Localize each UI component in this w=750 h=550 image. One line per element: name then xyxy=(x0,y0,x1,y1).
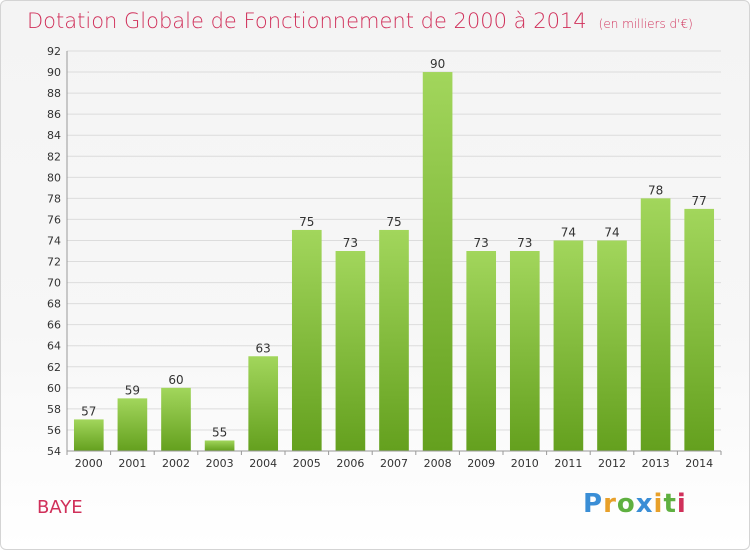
x-tick-label: 2006 xyxy=(336,457,364,470)
y-tick-label: 84 xyxy=(47,129,61,142)
y-tick-label: 80 xyxy=(47,171,61,184)
value-label: 59 xyxy=(125,383,140,397)
x-tick-label: 2004 xyxy=(249,457,277,470)
bar-2010 xyxy=(509,251,540,451)
y-tick-label: 58 xyxy=(47,403,61,416)
y-tick-label: 78 xyxy=(47,192,61,205)
chart-subtitle: (en milliers d'€) xyxy=(598,17,693,31)
x-axis: 2000 2001 2002 2003 2004 2005 2006 2007 2008 2009… xyxy=(66,450,722,470)
y-tick-label: 72 xyxy=(47,256,61,269)
bar-2003 xyxy=(204,440,235,451)
x-tick-label: 2012 xyxy=(598,457,626,470)
y-tick-label: 90 xyxy=(47,66,61,79)
x-tick-label: 2007 xyxy=(380,457,408,470)
value-label: 63 xyxy=(256,341,271,355)
chart-title: Dotation Globale de Fonctionnement de 20… xyxy=(27,9,693,33)
bar-2001 xyxy=(117,398,148,451)
y-tick-label: 60 xyxy=(47,382,61,395)
y-axis: 54 56 58 60 62 64 66 68 70 72 74 76 78 80 82 84 86 88 90 92 xyxy=(47,45,68,458)
x-tick-label: 2001 xyxy=(118,457,146,470)
y-tick-label: 88 xyxy=(47,87,61,100)
proxiti-logo[interactable]: Proxiti xyxy=(583,489,687,519)
bar-2008 xyxy=(422,72,453,451)
y-tick-label: 70 xyxy=(47,277,61,290)
bar-2000 xyxy=(73,419,104,451)
bar-2014 xyxy=(684,208,715,451)
y-tick-label: 82 xyxy=(47,150,61,163)
x-tick-label: 2010 xyxy=(511,457,539,470)
value-label: 77 xyxy=(692,194,707,208)
x-tick-label: 2005 xyxy=(293,457,321,470)
x-tick-label: 2003 xyxy=(206,457,234,470)
x-tick-label: 2008 xyxy=(424,457,452,470)
value-label: 75 xyxy=(299,215,314,229)
y-tick-label: 64 xyxy=(47,340,61,353)
value-label: 90 xyxy=(430,57,445,71)
bar-2002 xyxy=(161,387,191,451)
value-label: 57 xyxy=(81,404,96,418)
value-label: 74 xyxy=(604,225,619,239)
value-label: 60 xyxy=(168,373,183,387)
value-label: 78 xyxy=(648,183,663,197)
y-tick-label: 54 xyxy=(47,445,61,458)
bar-2007 xyxy=(379,229,409,451)
y-tick-label: 56 xyxy=(47,424,61,437)
x-tick-label: 2002 xyxy=(162,457,190,470)
bars: 57 59 60 55 63 75 73 75 90 73 73 74 74 78 77 xyxy=(73,57,715,451)
bar-2009 xyxy=(466,251,497,451)
value-label: 73 xyxy=(474,236,489,250)
x-tick-label: 2009 xyxy=(467,457,495,470)
y-tick-label: 68 xyxy=(47,298,61,311)
x-tick-label: 2000 xyxy=(75,457,103,470)
y-tick-label: 92 xyxy=(47,45,61,58)
value-label: 55 xyxy=(212,425,227,439)
bar-2005 xyxy=(291,229,322,451)
y-tick-label: 86 xyxy=(47,108,61,121)
bar-2006 xyxy=(335,251,366,451)
x-tick-label: 2011 xyxy=(554,457,582,470)
y-tick-label: 62 xyxy=(47,361,61,374)
value-label: 73 xyxy=(517,236,532,250)
x-tick-label: 2013 xyxy=(642,457,670,470)
y-tick-label: 66 xyxy=(47,319,61,332)
value-label: 73 xyxy=(343,236,358,250)
x-tick-label: 2014 xyxy=(685,457,713,470)
y-tick-label: 76 xyxy=(47,213,61,226)
y-tick-label: 74 xyxy=(47,234,61,247)
value-label: 75 xyxy=(386,215,401,229)
bar-2012 xyxy=(597,240,627,451)
bar-2013 xyxy=(640,198,671,451)
bar-2004 xyxy=(248,356,279,451)
chart-title-text: Dotation Globale de Fonctionnement de 20… xyxy=(27,9,587,33)
value-label: 74 xyxy=(561,225,576,239)
place-name: BAYE xyxy=(37,497,83,518)
bar-2011 xyxy=(553,240,584,451)
